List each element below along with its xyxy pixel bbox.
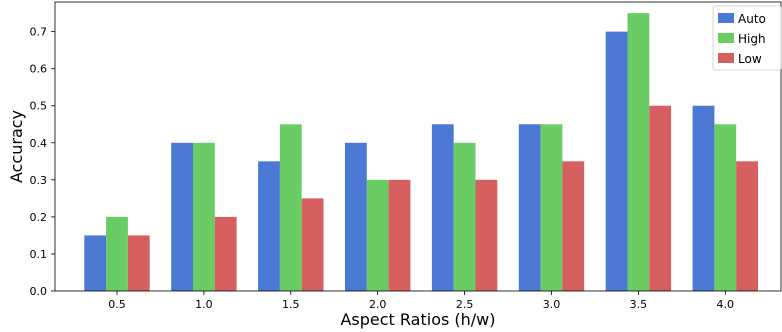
bar-auto-2.5 bbox=[431, 124, 454, 292]
y-tick-label: 0.3 bbox=[30, 174, 48, 187]
x-tick-label: 1.0 bbox=[195, 298, 213, 311]
y-tick-label: 0.5 bbox=[30, 100, 48, 113]
legend-label-high: High bbox=[738, 32, 766, 46]
bar-high-1.5 bbox=[279, 124, 302, 292]
bar-low-2.0 bbox=[388, 179, 411, 291]
bar-low-1.5 bbox=[301, 198, 324, 291]
x-tick-label: 2.0 bbox=[369, 298, 387, 311]
bar-low-3.0 bbox=[562, 161, 585, 291]
bar-auto-2.0 bbox=[345, 142, 367, 291]
bar-auto-1.0 bbox=[171, 142, 193, 291]
legend-swatch-auto bbox=[718, 13, 734, 23]
x-axis-ticks: 0.5 1.0 1.5 2.0 2.5 3.0 3.5 4.0 bbox=[108, 291, 734, 311]
bar-auto-3.0 bbox=[518, 124, 541, 292]
x-tick-label: 1.5 bbox=[282, 298, 300, 311]
legend-label-low: Low bbox=[738, 52, 762, 66]
bar-low-4.0 bbox=[736, 161, 758, 291]
y-tick-label: 0.1 bbox=[30, 248, 48, 261]
x-tick-label: 3.0 bbox=[543, 298, 561, 311]
bar-auto-1.5 bbox=[258, 161, 280, 291]
y-tick-label: 0.6 bbox=[30, 63, 48, 76]
x-axis-label: Aspect Ratios (h/w) bbox=[340, 310, 495, 329]
bar-high-0.5 bbox=[106, 216, 128, 291]
bar-high-3.5 bbox=[627, 13, 650, 292]
bars-group bbox=[84, 13, 758, 292]
bar-high-4.0 bbox=[714, 124, 737, 292]
bar-auto-0.5 bbox=[84, 235, 107, 291]
y-tick-label: 0.0 bbox=[30, 285, 48, 298]
legend-swatch-low bbox=[718, 53, 734, 63]
bar-low-0.5 bbox=[127, 235, 150, 291]
legend-label-auto: Auto bbox=[738, 12, 766, 26]
bar-high-3.0 bbox=[540, 124, 563, 292]
bar-high-2.0 bbox=[366, 179, 389, 291]
y-tick-label: 0.4 bbox=[30, 137, 48, 150]
bar-auto-4.0 bbox=[692, 105, 715, 292]
bar-high-2.5 bbox=[453, 142, 476, 291]
y-axis-label: Accuracy bbox=[7, 110, 26, 183]
bar-low-3.5 bbox=[649, 105, 672, 292]
bar-high-1.0 bbox=[193, 142, 215, 291]
x-tick-label: 2.5 bbox=[456, 298, 474, 311]
y-axis-ticks: 0.0 0.1 0.2 0.3 0.4 0.5 0.6 0.7 bbox=[30, 26, 55, 298]
x-tick-label: 0.5 bbox=[108, 298, 126, 311]
legend-swatch-high bbox=[718, 33, 734, 43]
legend: Auto High Low bbox=[712, 5, 782, 71]
bar-auto-3.5 bbox=[605, 31, 628, 291]
bar-low-2.5 bbox=[475, 179, 498, 291]
y-tick-label: 0.7 bbox=[30, 26, 48, 39]
bar-low-1.0 bbox=[214, 216, 237, 291]
x-tick-label: 3.5 bbox=[630, 298, 648, 311]
y-tick-label: 0.2 bbox=[30, 211, 48, 224]
plot-frame bbox=[54, 1, 782, 292]
x-tick-label: 4.0 bbox=[717, 298, 735, 311]
